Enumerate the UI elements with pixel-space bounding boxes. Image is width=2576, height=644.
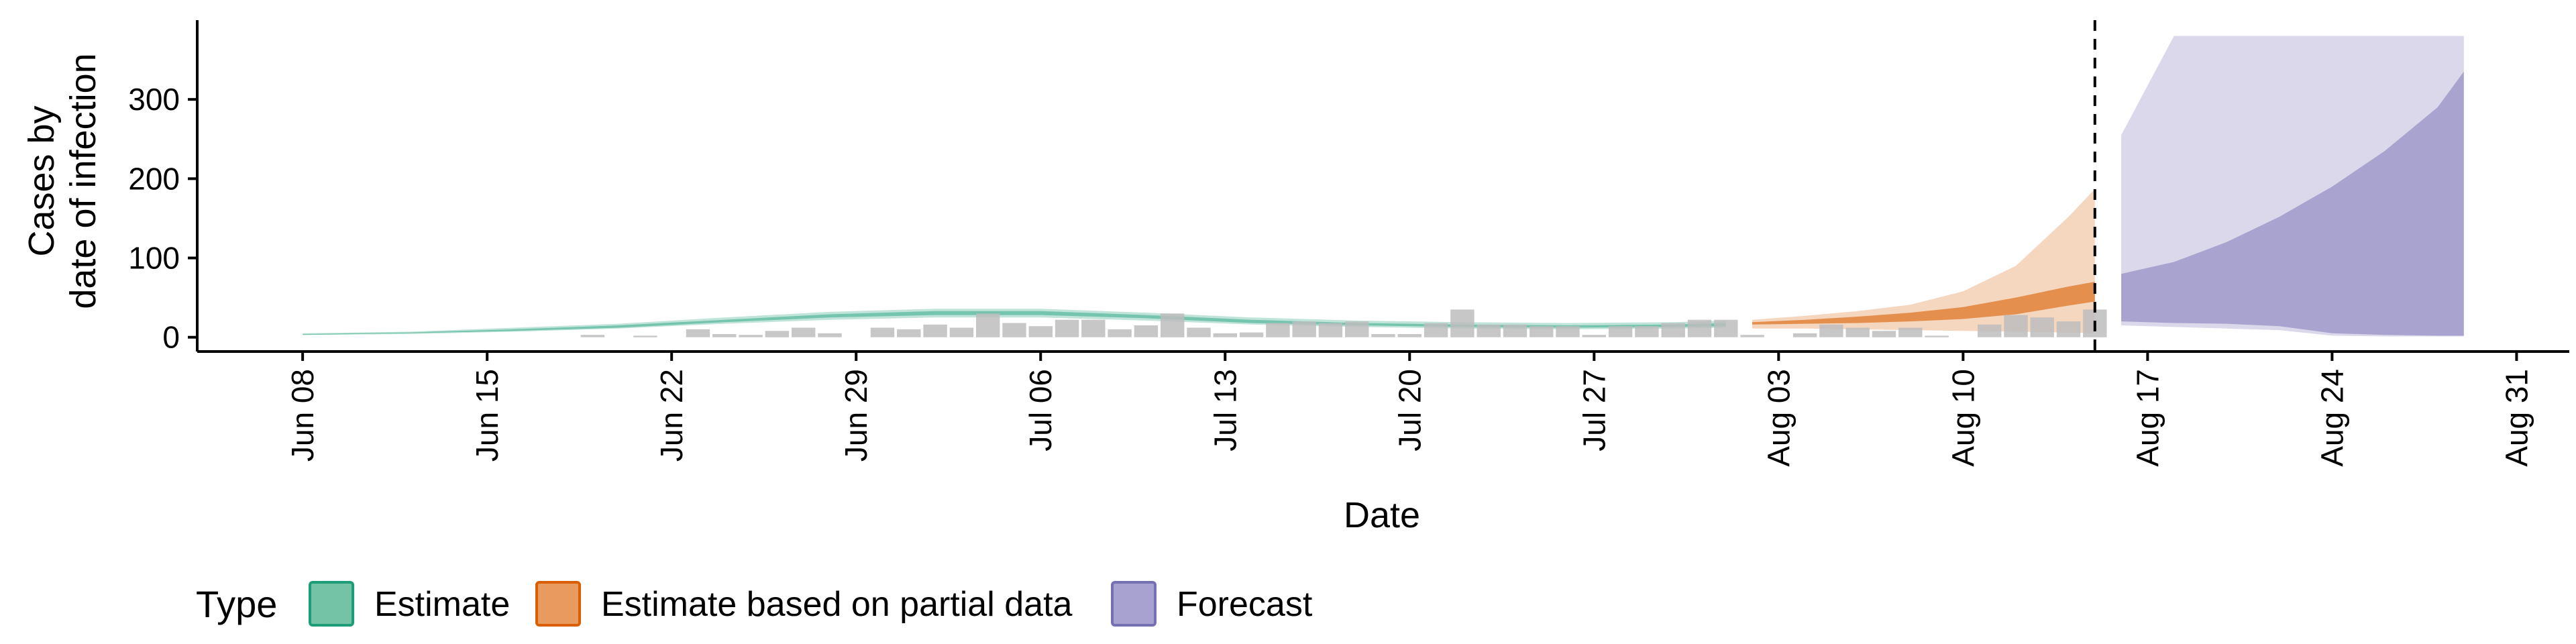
x-tick-label: Jul 27 xyxy=(1576,369,1611,451)
reported-case-bar xyxy=(1819,324,1843,337)
reported-case-bar xyxy=(1318,323,1343,337)
reported-case-bar xyxy=(1635,326,1659,337)
legend-key-estimate xyxy=(309,581,354,627)
reported-case-bar xyxy=(1582,335,1606,337)
x-tick-label: Aug 03 xyxy=(1761,369,1796,467)
reported-case-bar xyxy=(1529,326,1554,337)
band-90-estimate-based-on-partial-data xyxy=(1752,189,2095,333)
reported-case-bar xyxy=(1898,327,1923,337)
x-tick-label: Aug 24 xyxy=(2314,369,2349,467)
x-tick-label: Jul 13 xyxy=(1208,369,1242,451)
reported-case-bar xyxy=(1108,329,1132,337)
reported-case-bar xyxy=(2004,315,2028,337)
ribbon-bands xyxy=(303,36,2464,337)
reported-case-bar xyxy=(976,313,1000,337)
reported-case-bar xyxy=(1397,334,1421,337)
reported-case-bar xyxy=(1687,319,1712,337)
reported-case-bars xyxy=(580,309,2107,337)
reported-case-bar xyxy=(1477,324,1501,337)
reported-case-bar xyxy=(1266,323,1290,337)
reported-case-bar xyxy=(2030,317,2054,337)
reported-case-bar xyxy=(818,333,842,337)
reported-case-bar xyxy=(1503,324,1527,337)
reported-case-bar xyxy=(712,334,737,337)
x-tick-label: Jun 29 xyxy=(839,369,873,462)
legend-key-forecast xyxy=(1111,581,1157,627)
x-tick-label: Aug 31 xyxy=(2499,369,2534,467)
reported-case-bar xyxy=(739,335,763,337)
reported-case-bar xyxy=(1161,313,1185,337)
reported-case-bar xyxy=(897,329,921,337)
reported-case-bar xyxy=(765,331,790,337)
reported-case-bar xyxy=(1213,333,1237,337)
y-tick-label: 200 xyxy=(128,161,180,196)
x-axis-title: Date xyxy=(1344,495,1420,535)
x-tick-label: Jul 06 xyxy=(1023,369,1058,451)
x-axis-ticks: Jun 08 Jun 15 Jun 22 Jun 29 Jul 06 Jul 13 Jul … xyxy=(285,352,2534,467)
x-tick-label: Jun 22 xyxy=(654,369,689,462)
band-50-estimate-based-on-partial-data xyxy=(1752,282,2095,325)
reported-case-bar xyxy=(1371,334,1395,337)
reported-case-bar xyxy=(1845,327,1870,337)
reported-case-bar xyxy=(1450,309,1474,337)
reported-case-bar xyxy=(1925,335,1949,337)
legend-label-forecast: Forecast xyxy=(1177,585,1313,624)
reported-case-bar xyxy=(1028,326,1053,337)
reported-case-bar xyxy=(1556,326,1580,337)
reported-case-bar xyxy=(1134,325,1159,337)
x-tick-label: Jun 15 xyxy=(470,369,504,462)
reported-case-bar xyxy=(1740,335,1764,337)
reported-case-bar xyxy=(1292,321,1316,337)
y-axis-ticks: 0 100 200 300 xyxy=(128,82,197,355)
reported-case-bar xyxy=(1792,333,1817,337)
y-tick-label: 300 xyxy=(128,82,180,117)
band-90-estimate xyxy=(303,309,1726,335)
reported-case-bar xyxy=(686,329,710,337)
reported-case-bar xyxy=(792,327,816,337)
reported-case-bar xyxy=(1978,324,2002,337)
reported-case-bar xyxy=(1239,332,1264,337)
reported-case-bar xyxy=(1872,331,1896,337)
reported-case-bar xyxy=(949,327,974,337)
reported-case-bar xyxy=(923,324,947,337)
reported-case-bar xyxy=(1661,323,1685,337)
legend-key-partial-estimate xyxy=(535,581,581,627)
y-axis-title-line-1: Cases by xyxy=(21,105,62,256)
reported-case-bar xyxy=(580,335,605,337)
legend-label-estimate: Estimate xyxy=(374,585,510,624)
reported-case-bar xyxy=(633,335,657,337)
y-axis-title: Cases by date of infection xyxy=(21,53,103,309)
legend-label-partial-estimate: Estimate based on partial data xyxy=(601,585,1073,624)
reported-case-bar xyxy=(1081,319,1106,337)
x-tick-label: Aug 10 xyxy=(1945,369,1980,467)
reported-case-bar xyxy=(1608,326,1633,337)
x-tick-label: Jul 20 xyxy=(1392,369,1427,451)
axes xyxy=(196,20,2569,353)
reported-case-bar xyxy=(1345,321,1369,337)
reported-case-bar xyxy=(1055,319,1079,337)
reported-case-bar xyxy=(1002,323,1026,337)
x-tick-label: Aug 17 xyxy=(2130,369,2165,467)
reported-case-bar xyxy=(2056,321,2081,337)
reported-case-bar xyxy=(1187,327,1211,337)
band-50-forecast xyxy=(2121,71,2464,336)
y-tick-label: 100 xyxy=(128,241,180,276)
reported-case-bar xyxy=(1424,323,1448,337)
legend: Type Estimate Estimate based on partial … xyxy=(196,581,1313,627)
y-tick-label: 0 xyxy=(162,320,180,355)
x-tick-label: Jun 08 xyxy=(285,369,320,462)
reported-case-bar xyxy=(870,327,895,337)
reported-case-bar xyxy=(1714,319,1738,337)
y-axis-title-line-2: date of infection xyxy=(63,53,103,309)
legend-title: Type xyxy=(196,583,277,625)
